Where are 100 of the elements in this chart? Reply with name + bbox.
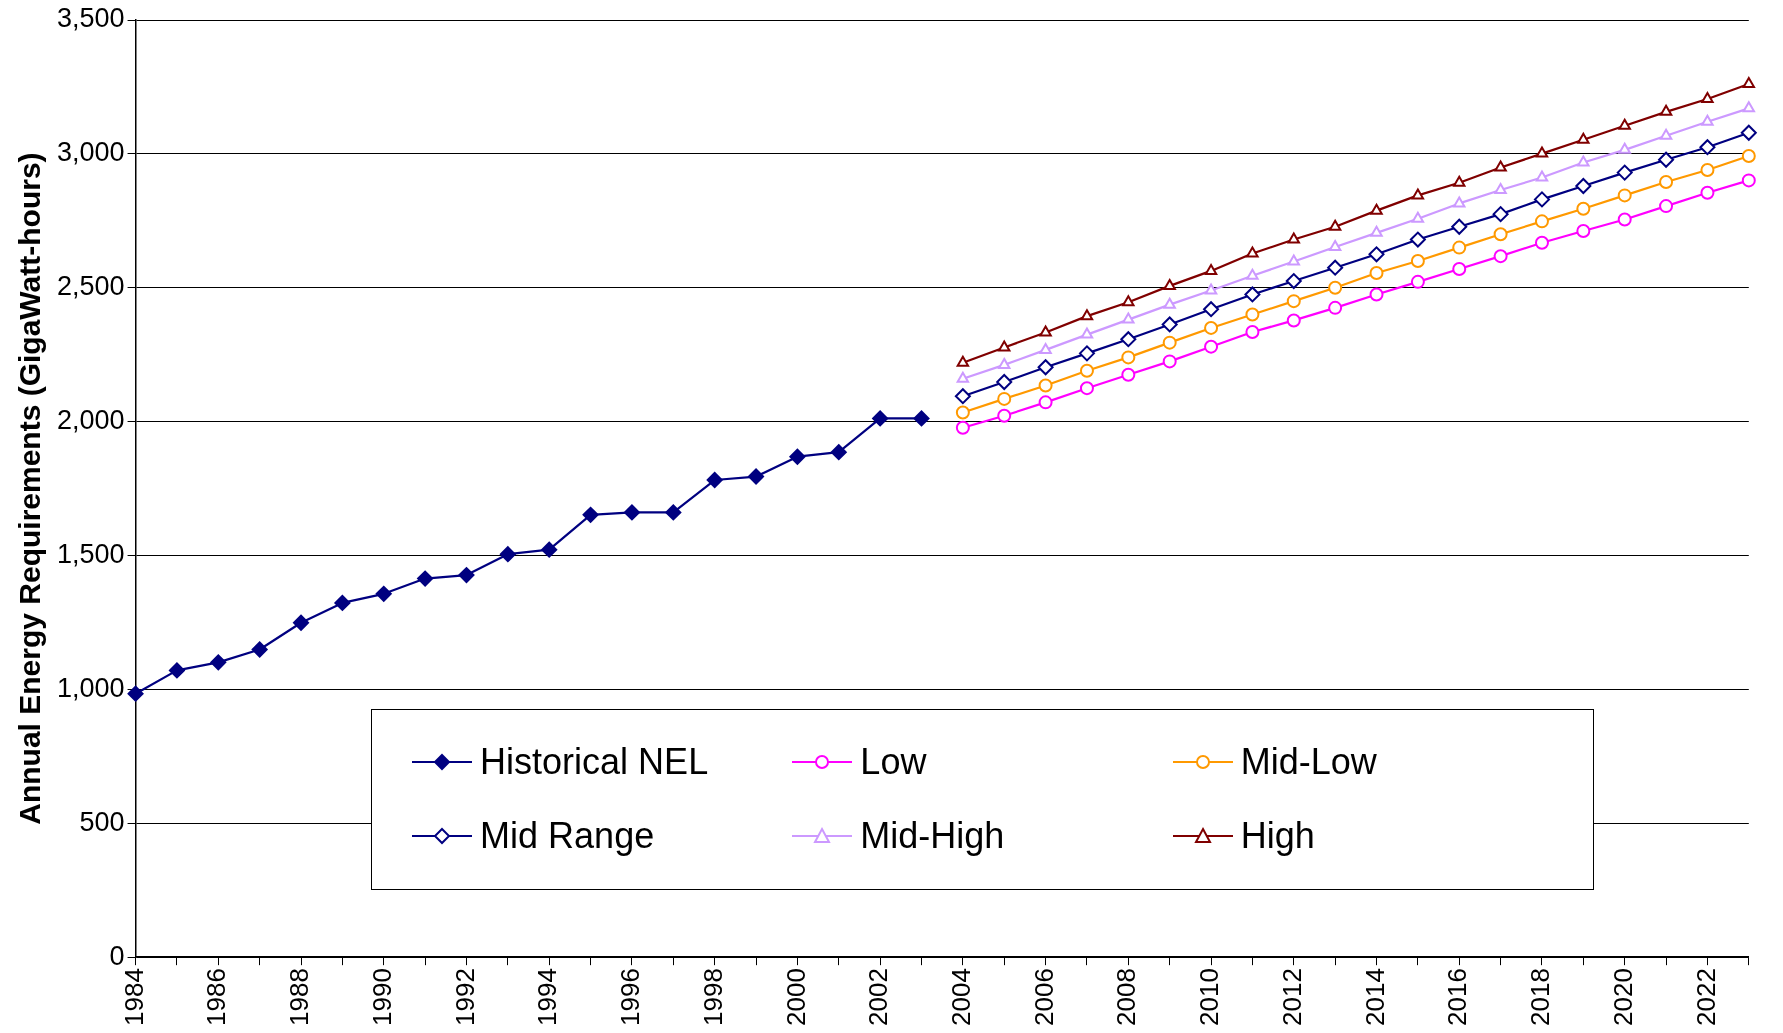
point — [375, 585, 392, 602]
point — [251, 641, 268, 658]
point — [293, 614, 310, 631]
point — [997, 391, 1012, 406]
point — [1369, 266, 1384, 281]
point — [1535, 170, 1549, 182]
point — [1038, 395, 1053, 410]
point — [1701, 114, 1714, 126]
x-tick-label: 1996 — [615, 968, 646, 1026]
point — [1576, 224, 1591, 238]
point — [913, 410, 930, 427]
point — [1163, 297, 1176, 309]
legend-label: Mid Range — [480, 815, 655, 858]
point — [1121, 367, 1136, 382]
y-tick-label: 1,500 — [56, 538, 125, 569]
point — [996, 374, 1013, 391]
x-tick-label: 2000 — [780, 968, 811, 1026]
point — [1576, 201, 1591, 216]
legend-label: Low — [860, 741, 927, 784]
point — [1203, 301, 1220, 318]
y-axis-title: Annual Energy Requirements (GigaWatt-hours) — [13, 152, 47, 825]
legend-label: High — [1240, 815, 1315, 858]
point — [1161, 316, 1178, 333]
point — [1121, 350, 1136, 365]
point — [1577, 132, 1590, 144]
legend-label: Historical NEL — [480, 741, 709, 784]
point — [1080, 327, 1094, 339]
point — [1493, 227, 1508, 242]
point — [748, 468, 765, 485]
point — [1287, 232, 1300, 244]
legend-label: Mid-Low — [1240, 741, 1377, 784]
point — [1494, 160, 1507, 172]
point — [1368, 246, 1385, 263]
point — [1741, 149, 1756, 164]
point — [417, 570, 434, 587]
point — [1162, 354, 1177, 369]
x-tick-label: 1988 — [284, 968, 315, 1026]
point — [1700, 185, 1715, 200]
y-tick-label: 500 — [79, 806, 125, 837]
point — [665, 504, 682, 521]
x-tick-label: 2004 — [946, 968, 977, 1026]
point — [956, 355, 970, 367]
point — [623, 504, 640, 521]
x-tick-label: 1986 — [201, 968, 232, 1026]
point — [1328, 240, 1342, 252]
point — [1701, 91, 1714, 103]
y-tick-label: 0 — [109, 940, 125, 971]
point — [997, 408, 1012, 423]
y-tick-label: 2,000 — [56, 405, 125, 436]
point — [1328, 219, 1342, 231]
point — [1079, 381, 1094, 396]
point — [1287, 254, 1300, 266]
point — [1204, 263, 1218, 275]
x-tick-label: 2002 — [863, 968, 894, 1026]
point — [789, 448, 806, 465]
point — [1328, 300, 1343, 315]
point — [168, 662, 185, 679]
point — [1246, 268, 1259, 280]
point — [1452, 262, 1467, 277]
point — [1410, 274, 1425, 289]
point — [1575, 178, 1592, 195]
x-tick-label: 1994 — [532, 968, 563, 1026]
point — [1742, 101, 1755, 113]
point — [1286, 313, 1301, 328]
point — [998, 340, 1011, 352]
point — [1163, 278, 1176, 290]
y-tick-label: 3,500 — [56, 3, 125, 34]
point — [1535, 146, 1549, 158]
point — [334, 594, 351, 611]
point — [1492, 206, 1509, 223]
point — [1616, 164, 1633, 181]
point — [1452, 240, 1467, 255]
point — [1078, 345, 1095, 362]
point — [1411, 188, 1425, 200]
point — [1204, 339, 1219, 354]
point — [1534, 214, 1549, 229]
point — [1037, 359, 1054, 376]
point — [872, 410, 889, 427]
x-tick-label: 1992 — [449, 968, 480, 1026]
point — [1039, 325, 1052, 337]
legend-label: Mid-High — [860, 815, 1005, 858]
point — [1244, 286, 1261, 303]
point — [1740, 124, 1757, 141]
x-tick-label: 1990 — [366, 968, 397, 1026]
point — [210, 654, 227, 671]
point — [1493, 249, 1508, 264]
point — [956, 371, 970, 383]
point — [1080, 309, 1094, 321]
point — [1245, 324, 1260, 339]
x-tick-label: 2006 — [1028, 968, 1059, 1026]
point — [1617, 212, 1632, 227]
point — [1370, 203, 1383, 215]
point — [1327, 259, 1344, 276]
point — [1369, 287, 1384, 302]
point — [1617, 188, 1632, 203]
point — [1741, 173, 1756, 188]
x-tick-label: 1984 — [118, 968, 149, 1026]
point — [1659, 199, 1674, 214]
x-tick-label: 2012 — [1276, 968, 1307, 1026]
point — [1409, 231, 1426, 248]
